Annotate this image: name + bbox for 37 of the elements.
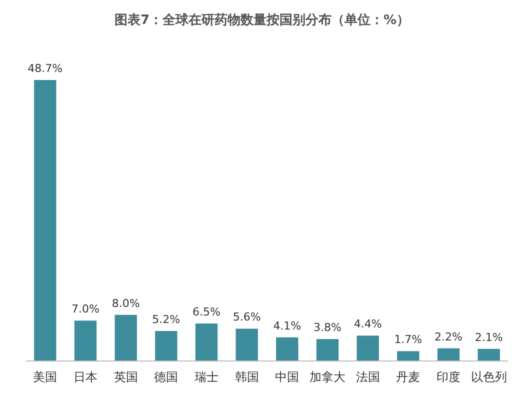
data-label: 1.7% [394, 333, 422, 346]
data-label: 4.1% [273, 319, 302, 332]
x-tick-label: 印度 [436, 370, 461, 384]
bar [114, 314, 137, 361]
x-tick-label: 德国 [154, 370, 178, 384]
data-label: 2.2% [434, 330, 462, 344]
data-label: 4.4% [354, 318, 382, 331]
data-label: 5.2% [152, 312, 180, 326]
x-tick-label: 以色列 [470, 370, 507, 384]
x-tick-label: 瑞士 [194, 370, 218, 384]
bar [397, 351, 420, 361]
bar [316, 339, 339, 361]
bar [356, 336, 379, 361]
chart-title: 图表7：全球在研药物数量按国别分布（单位：%） [114, 12, 410, 28]
x-tick-label: 加拿大 [310, 370, 346, 384]
data-label: 8.0% [112, 296, 140, 310]
x-tick-label: 丹麦 [396, 370, 420, 384]
x-tick-label: 日本 [73, 370, 98, 384]
bar [74, 320, 97, 361]
data-label: 2.1% [474, 330, 503, 344]
data-label: 48.7% [28, 62, 63, 75]
data-label: 7.0% [72, 302, 100, 316]
data-label: 5.6% [232, 310, 261, 324]
x-tick-label: 韩国 [234, 370, 259, 384]
bar [437, 348, 460, 361]
x-tick-label: 法国 [356, 370, 380, 384]
data-label: 3.8% [314, 321, 342, 334]
x-tick-label: 英国 [114, 370, 138, 384]
bar [478, 348, 500, 361]
data-label: 6.5% [192, 305, 220, 318]
bar [195, 323, 218, 361]
bar [276, 337, 298, 361]
bar [155, 330, 178, 361]
x-tick-label: 美国 [33, 370, 58, 384]
x-tick-label: 中国 [275, 370, 300, 384]
bar [34, 80, 56, 361]
bar [236, 328, 258, 361]
